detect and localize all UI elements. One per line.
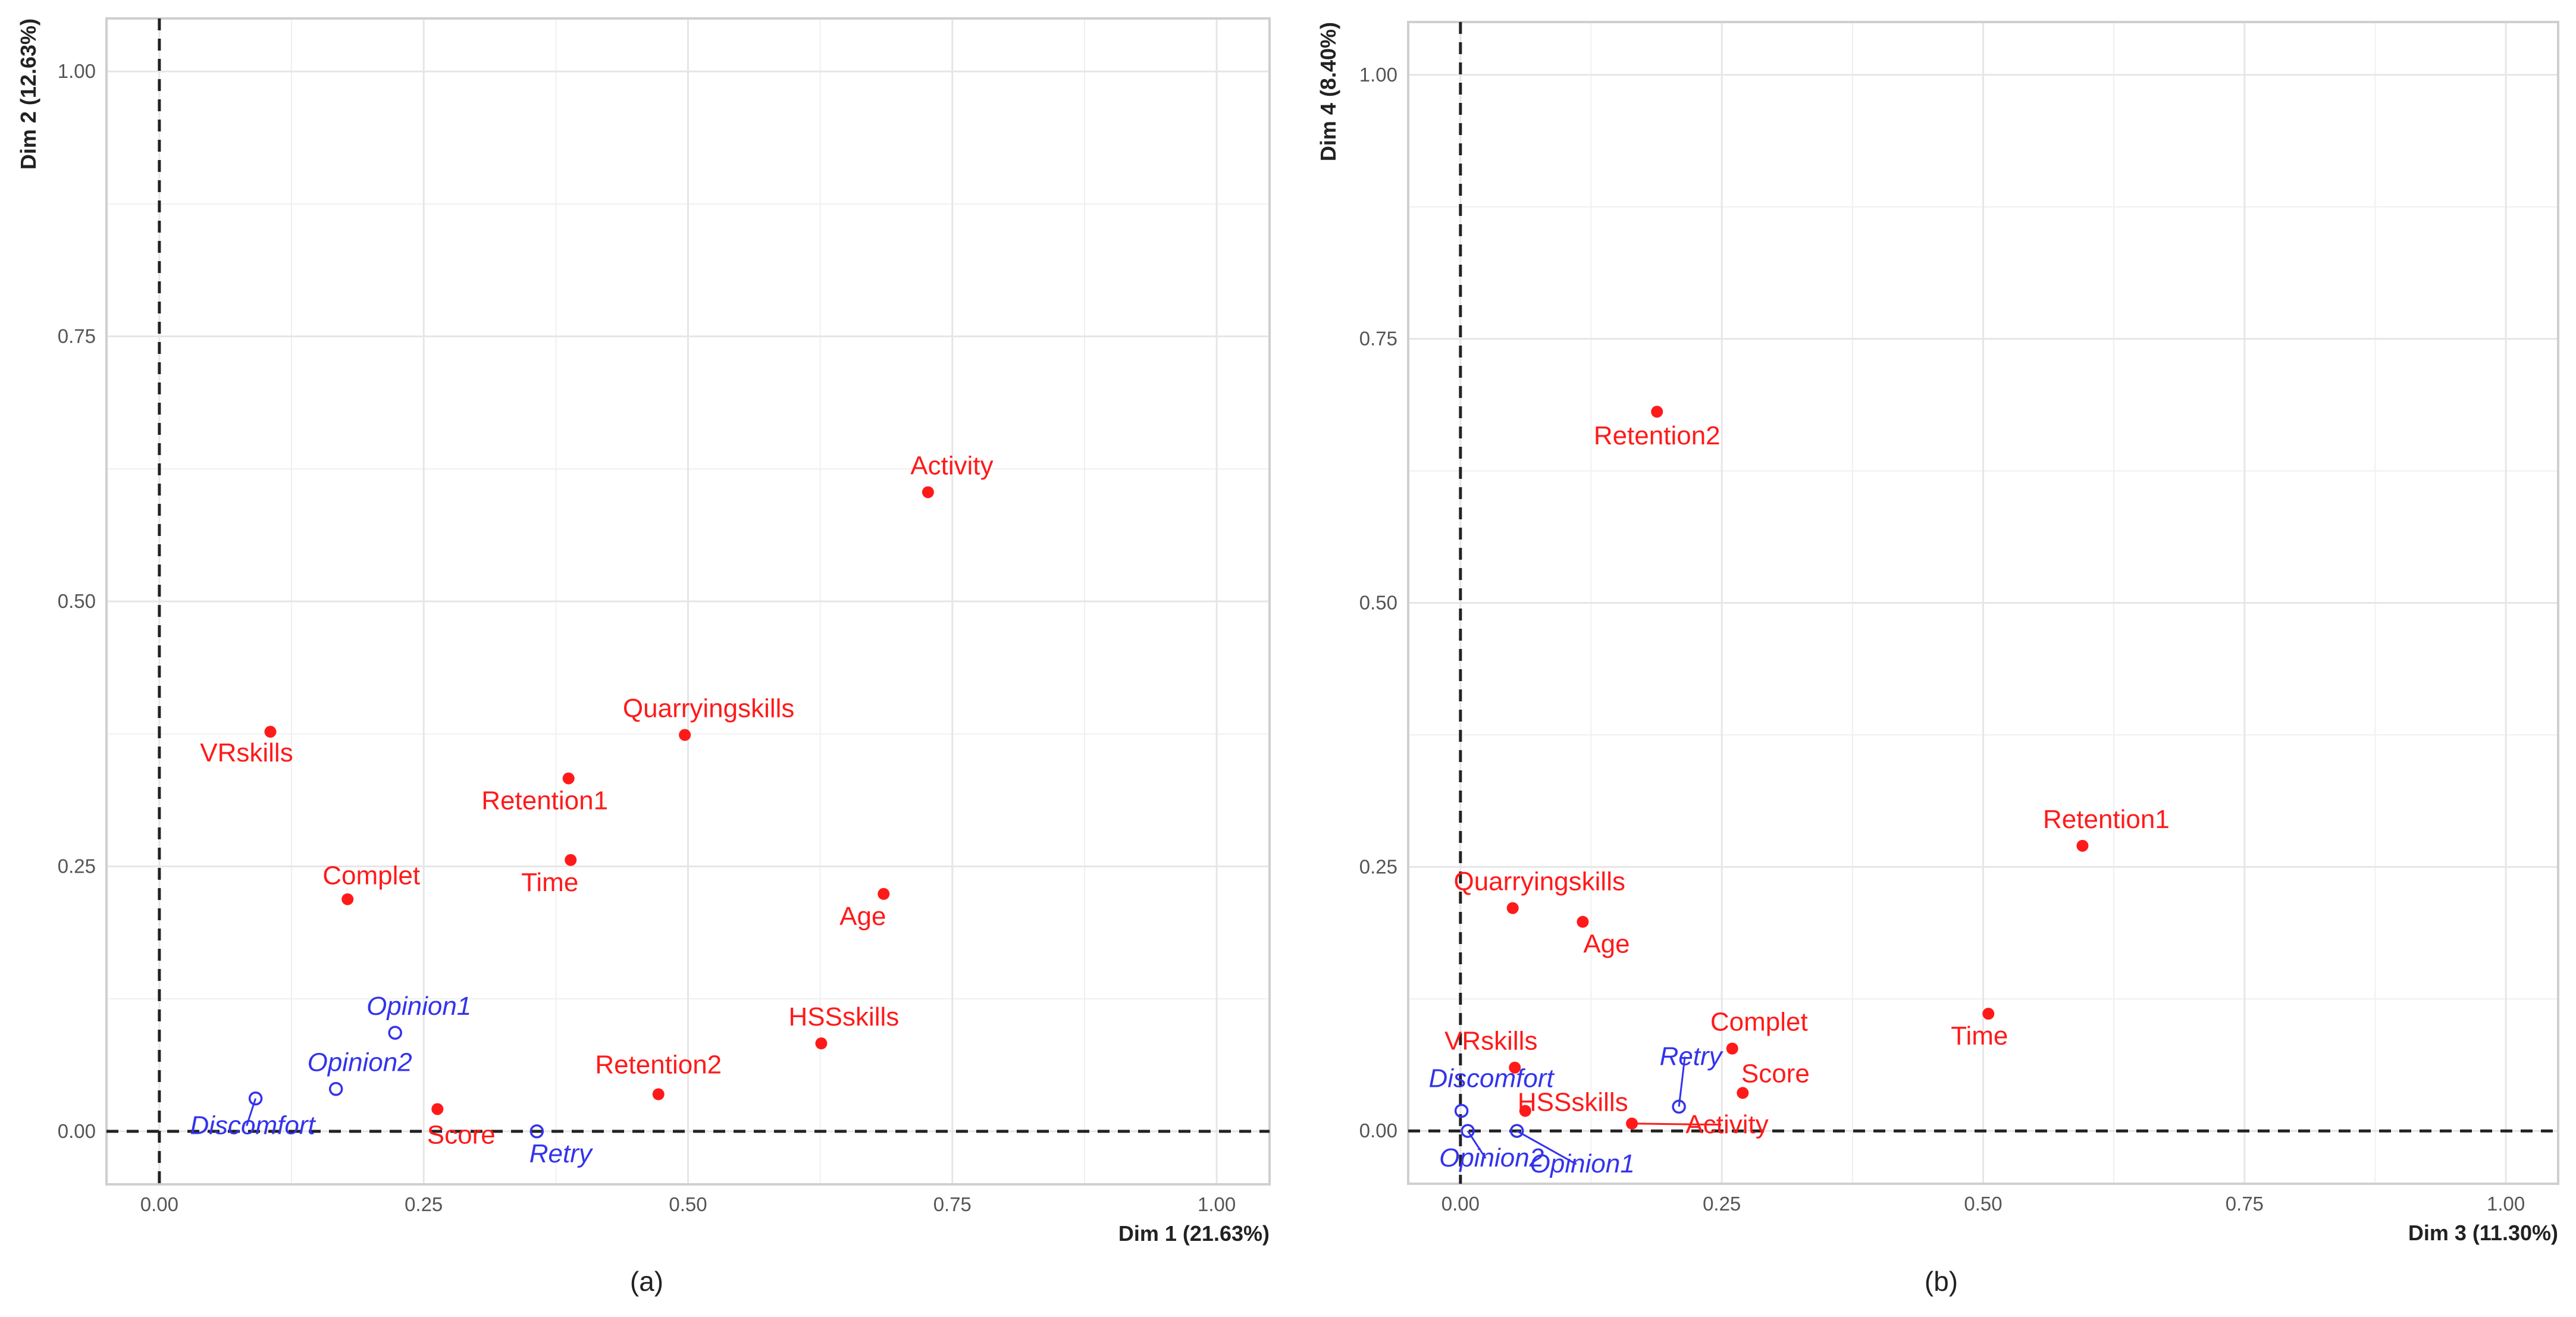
point-hssskills bbox=[815, 1037, 828, 1050]
y-tick-label: 0.00 bbox=[1359, 1120, 1397, 1142]
point-label-age: Age bbox=[839, 902, 886, 931]
panel-caption: (a) bbox=[630, 1266, 663, 1297]
x-tick-label: 0.25 bbox=[1703, 1193, 1741, 1215]
x-tick-label: 0.00 bbox=[140, 1193, 178, 1215]
label-leader-line bbox=[1516, 1130, 1577, 1165]
point-label-discomfort: Discomfort bbox=[190, 1111, 316, 1140]
point-retry bbox=[1672, 1099, 1686, 1114]
x-tick-label: 1.00 bbox=[1198, 1193, 1236, 1215]
point-label-vrskills: VRskills bbox=[200, 738, 293, 767]
x-tick-label: 1.00 bbox=[2487, 1193, 2525, 1215]
panel-b: 0.00 0.25 0.50 0.75 1.00 0.00 0.25 0.50 0.75 1.00… bbox=[1316, 21, 2559, 1297]
x-axis-title: Dim 3 (11.30%) bbox=[2408, 1221, 2558, 1245]
label-leader-line bbox=[1678, 1056, 1686, 1107]
point-label-quarryingskills: Quarryingskills bbox=[623, 694, 795, 723]
x-tick-label: 0.75 bbox=[933, 1193, 972, 1215]
point-label-opinion2: Opinion2 bbox=[308, 1048, 412, 1077]
point-opinion1 bbox=[1510, 1124, 1524, 1138]
x-tick-label: 0.50 bbox=[1964, 1193, 2002, 1215]
point-label-quarryingskills: Quarryingskills bbox=[1453, 867, 1625, 896]
y-tick-label: 0.75 bbox=[1359, 328, 1397, 350]
y-axis-title: Dim 2 (12.63%) bbox=[16, 18, 40, 170]
y-tick-label: 0.50 bbox=[1359, 592, 1397, 614]
point-vrskills bbox=[264, 726, 277, 738]
x-tick-label: 0.50 bbox=[669, 1193, 707, 1215]
x-tick-label: 0.00 bbox=[1441, 1193, 1480, 1215]
point-score bbox=[431, 1103, 444, 1115]
point-label-hssskills: HSSskills bbox=[1518, 1087, 1628, 1117]
point-label-score: Score bbox=[1741, 1059, 1810, 1088]
point-age bbox=[878, 888, 890, 900]
plot-frame bbox=[1407, 21, 2559, 1185]
point-label-complet: Complet bbox=[322, 861, 420, 890]
y-axis-title: Dim 4 (8.40%) bbox=[1316, 22, 1340, 161]
y-tick-label: 1.00 bbox=[1359, 64, 1397, 86]
point-retention1 bbox=[2076, 839, 2089, 852]
y-tick-label: 0.50 bbox=[58, 590, 96, 612]
label-leader-line bbox=[1632, 1122, 1722, 1126]
point-complet bbox=[1726, 1042, 1738, 1055]
x-tick-label: 0.75 bbox=[2226, 1193, 2264, 1215]
point-quarryingskills bbox=[679, 729, 691, 741]
point-hssskills bbox=[1519, 1105, 1531, 1117]
point-label-vrskills: VRskills bbox=[1444, 1027, 1537, 1056]
x-axis-title: Dim 1 (21.63%) bbox=[1118, 1221, 1270, 1246]
point-retention2 bbox=[1651, 406, 1663, 418]
point-retention1 bbox=[562, 772, 575, 785]
point-label-retention1: Retention1 bbox=[2043, 805, 2170, 834]
point-opinion2 bbox=[328, 1081, 343, 1096]
point-label-retention2: Retention2 bbox=[595, 1051, 722, 1080]
point-discomfort bbox=[248, 1091, 263, 1106]
x-tick-label: 0.25 bbox=[405, 1193, 443, 1215]
y-tick-label: 0.75 bbox=[58, 325, 96, 347]
point-activity bbox=[1626, 1117, 1638, 1130]
panel-a: 0.00 0.25 0.50 0.75 1.00 0.00 0.25 0.50 0.75 1.00… bbox=[16, 17, 1271, 1297]
point-label-retention1: Retention1 bbox=[481, 786, 608, 816]
point-label-complet: Complet bbox=[1710, 1008, 1808, 1037]
point-discomfort bbox=[1454, 1103, 1469, 1118]
point-label-activity: Activity bbox=[910, 451, 993, 480]
point-time bbox=[1982, 1008, 1995, 1020]
point-label-score: Score bbox=[427, 1120, 496, 1149]
point-label-time: Time bbox=[521, 868, 578, 897]
point-label-age: Age bbox=[1583, 930, 1629, 959]
point-vrskills bbox=[1509, 1061, 1521, 1074]
point-label-hssskills: HSSskills bbox=[789, 1002, 900, 1031]
y-tick-label: 0.25 bbox=[1359, 855, 1397, 877]
point-label-discomfort: Discomfort bbox=[1428, 1064, 1555, 1093]
label-leader-line bbox=[246, 1098, 257, 1127]
point-quarryingskills bbox=[1506, 902, 1519, 914]
point-label-time: Time bbox=[1951, 1021, 2008, 1051]
point-age bbox=[1577, 915, 1589, 928]
point-label-opinion1: Opinion1 bbox=[1530, 1149, 1635, 1178]
point-retry bbox=[529, 1124, 544, 1139]
point-score bbox=[1737, 1087, 1749, 1099]
plot-frame bbox=[105, 17, 1271, 1186]
point-label-retention2: Retention2 bbox=[1594, 421, 1721, 450]
point-opinion1 bbox=[388, 1026, 402, 1040]
y-tick-label: 0.25 bbox=[58, 855, 96, 877]
point-complet bbox=[341, 893, 354, 905]
point-opinion2 bbox=[1461, 1124, 1475, 1138]
point-label-activity: Activity bbox=[1685, 1110, 1768, 1139]
panel-caption: (b) bbox=[1925, 1266, 1958, 1297]
point-label-retry: Retry bbox=[529, 1139, 594, 1168]
point-retention2 bbox=[652, 1088, 665, 1100]
point-activity bbox=[922, 486, 934, 498]
point-label-opinion2: Opinion2 bbox=[1439, 1143, 1544, 1172]
y-tick-label: 0.00 bbox=[58, 1120, 96, 1142]
point-label-opinion1: Opinion1 bbox=[366, 992, 471, 1021]
point-label-retry: Retry bbox=[1660, 1042, 1724, 1071]
point-time bbox=[565, 854, 577, 866]
y-tick-label: 1.00 bbox=[58, 60, 96, 82]
